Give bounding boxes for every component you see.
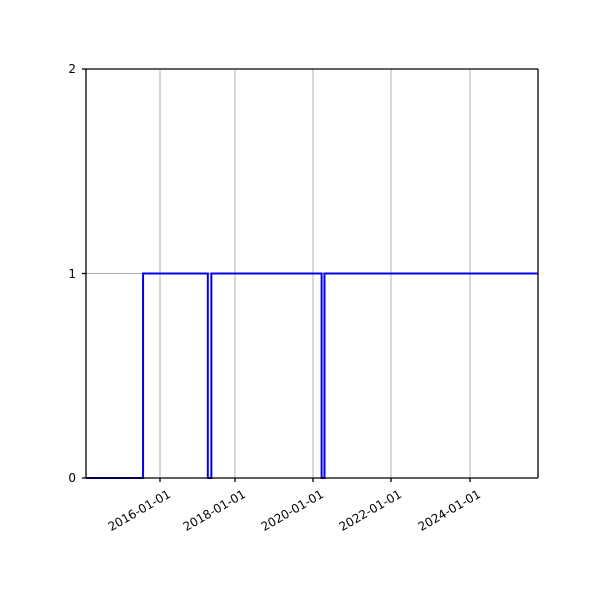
series-line-count [86,272,538,479]
y-tick-label: 0 [68,471,76,485]
x-tick-marks [159,478,471,482]
y-tick-marks [82,68,86,479]
y-tick-label: 1 [68,266,76,281]
y-tick-label: 2 [68,62,76,76]
